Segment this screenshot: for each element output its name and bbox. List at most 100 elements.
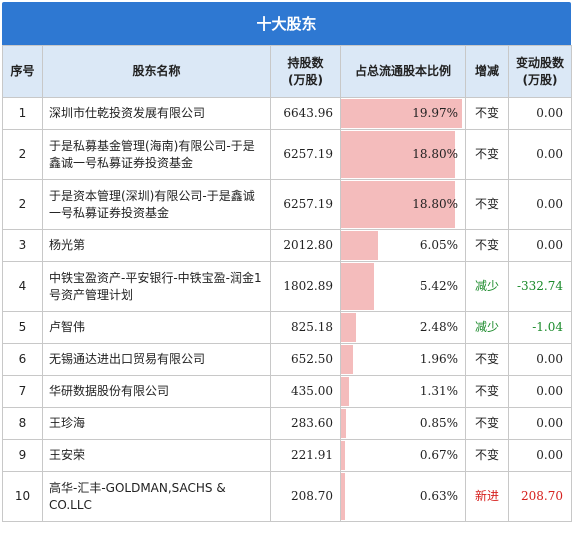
ratio-bar: [341, 181, 455, 228]
change-shares: 0.00: [508, 375, 572, 408]
ratio-bar: [341, 263, 374, 310]
ratio-bar: [341, 441, 346, 470]
ratio-bar: [341, 231, 378, 260]
table-row: 2 于是资本管理(深圳)有限公司-于是鑫诚一号私募证券投资基金 6257.19 18.…: [2, 179, 572, 230]
shares-held: 825.18: [270, 311, 341, 344]
table-row: 1 深圳市仕乾投资发展有限公司 6643.96 19.97% 不变 0.00: [2, 97, 572, 130]
change-status: 不变: [465, 343, 509, 376]
row-index: 8: [2, 407, 43, 440]
ratio-cell: 6.05%: [340, 229, 466, 262]
change-status: 减少: [465, 311, 509, 344]
row-index: 9: [2, 439, 43, 472]
ratio-cell: 0.85%: [340, 407, 466, 440]
shares-held: 652.50: [270, 343, 341, 376]
shareholder-name: 深圳市仕乾投资发展有限公司: [42, 97, 271, 130]
ratio-value: 2.48%: [419, 320, 458, 334]
ratio-cell: 0.63%: [340, 471, 466, 522]
ratio-value: 0.67%: [419, 448, 458, 462]
ratio-cell: 18.80%: [340, 179, 466, 230]
row-index: 5: [2, 311, 43, 344]
change-shares: 0.00: [508, 407, 572, 440]
shares-held: 6643.96: [270, 97, 341, 130]
ratio-value: 0.85%: [419, 416, 458, 430]
ratio-bar: [341, 409, 347, 438]
change-shares: 0.00: [508, 439, 572, 472]
ratio-value: 6.05%: [419, 238, 458, 252]
table-row: 4 中铁宝盈资产-平安银行-中铁宝盈-润金1号资产管理计划 1802.89 5.42%…: [2, 261, 572, 312]
shares-held: 208.70: [270, 471, 341, 522]
ratio-bar: [341, 313, 356, 342]
header-row: 序号 股东名称 持股数 (万股) 占总流通股本比例 增减 变动股数 (万股): [2, 45, 572, 98]
row-index: 2: [2, 179, 43, 230]
change-status: 不变: [465, 129, 509, 180]
change-status: 不变: [465, 439, 509, 472]
change-shares: -1.04: [508, 311, 572, 344]
shares-held: 2012.80: [270, 229, 341, 262]
ratio-value: 0.63%: [419, 489, 458, 503]
shares-held: 283.60: [270, 407, 341, 440]
shareholder-name: 于是私募基金管理(海南)有限公司-于是鑫诚一号私募证券投资基金: [42, 129, 271, 180]
row-index: 2: [2, 129, 43, 180]
ratio-value: 18.80%: [412, 197, 458, 211]
change-status: 不变: [465, 407, 509, 440]
shareholder-name: 于是资本管理(深圳)有限公司-于是鑫诚一号私募证券投资基金: [42, 179, 271, 230]
shareholder-name: 华研数据股份有限公司: [42, 375, 271, 408]
table-row: 6 无锡通达进出口贸易有限公司 652.50 1.96% 不变 0.00: [2, 343, 572, 376]
table-title: 十大股东: [2, 2, 571, 45]
shareholder-name: 卢智伟: [42, 311, 271, 344]
ratio-cell: 5.42%: [340, 261, 466, 312]
header-change: 增减: [465, 45, 509, 98]
ratio-bar: [341, 473, 345, 520]
change-status: 减少: [465, 261, 509, 312]
header-chg-line2: (万股): [522, 72, 558, 87]
shares-held: 6257.19: [270, 129, 341, 180]
table-row: 2 于是私募基金管理(海南)有限公司-于是鑫诚一号私募证券投资基金 6257.19 1…: [2, 129, 572, 180]
change-shares: 0.00: [508, 179, 572, 230]
shares-held: 221.91: [270, 439, 341, 472]
header-ratio: 占总流通股本比例: [340, 45, 466, 98]
table-body: 1 深圳市仕乾投资发展有限公司 6643.96 19.97% 不变 0.00 2 于是私募基金…: [2, 97, 572, 522]
ratio-bar: [341, 345, 353, 374]
table-row: 3 杨光第 2012.80 6.05% 不变 0.00: [2, 229, 572, 262]
ratio-value: 18.80%: [412, 147, 458, 161]
change-status: 新进: [465, 471, 509, 522]
ratio-value: 5.42%: [419, 279, 458, 293]
table-row: 5 卢智伟 825.18 2.48% 减少 -1.04: [2, 311, 572, 344]
ratio-cell: 2.48%: [340, 311, 466, 344]
header-shares-line2: (万股): [288, 72, 323, 87]
change-shares: 0.00: [508, 229, 572, 262]
row-index: 4: [2, 261, 43, 312]
change-status: 不变: [465, 229, 509, 262]
header-change-shares: 变动股数 (万股): [508, 45, 572, 98]
header-shares-line1: 持股数: [287, 55, 324, 70]
top-ten-shareholders-table: 序号 股东名称 持股数 (万股) 占总流通股本比例 增减 变动股数 (万股) 1 深圳…: [2, 45, 572, 522]
header-chg-line1: 变动股数: [515, 55, 564, 70]
change-status: 不变: [465, 375, 509, 408]
ratio-bar: [341, 377, 349, 406]
ratio-cell: 19.97%: [340, 97, 466, 130]
shares-held: 1802.89: [270, 261, 341, 312]
header-shares: 持股数 (万股): [270, 45, 341, 98]
ratio-value: 1.31%: [419, 384, 458, 398]
shareholder-name: 中铁宝盈资产-平安银行-中铁宝盈-润金1号资产管理计划: [42, 261, 271, 312]
ratio-cell: 0.67%: [340, 439, 466, 472]
row-index: 3: [2, 229, 43, 262]
table-row: 7 华研数据股份有限公司 435.00 1.31% 不变 0.00: [2, 375, 572, 408]
ratio-bar: [341, 99, 462, 128]
ratio-bar: [341, 131, 455, 178]
shareholder-name: 王珍海: [42, 407, 271, 440]
header-name: 股东名称: [42, 45, 271, 98]
table-row: 10 高华-汇丰-GOLDMAN,SACHS & CO.LLC 208.70 0.63…: [2, 471, 572, 522]
shareholder-name: 高华-汇丰-GOLDMAN,SACHS & CO.LLC: [42, 471, 271, 522]
header-idx: 序号: [2, 45, 43, 98]
table-row: 9 王安荣 221.91 0.67% 不变 0.00: [2, 439, 572, 472]
shareholder-name: 王安荣: [42, 439, 271, 472]
row-index: 6: [2, 343, 43, 376]
shareholder-name: 杨光第: [42, 229, 271, 262]
change-shares: 208.70: [508, 471, 572, 522]
change-status: 不变: [465, 179, 509, 230]
change-shares: -332.74: [508, 261, 572, 312]
change-shares: 0.00: [508, 97, 572, 130]
ratio-cell: 1.96%: [340, 343, 466, 376]
row-index: 1: [2, 97, 43, 130]
